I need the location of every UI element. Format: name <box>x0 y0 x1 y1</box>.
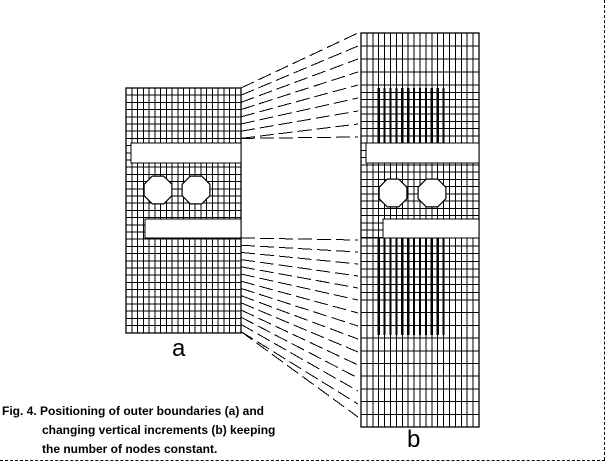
mesh-outer-frame <box>125 87 242 334</box>
connector-line <box>240 331 359 418</box>
mesh-b-label: b <box>407 426 421 453</box>
connector-line <box>240 58 359 103</box>
mesh-slot <box>365 142 480 164</box>
connector-line <box>240 251 359 265</box>
mesh-a-label: a <box>172 335 186 362</box>
connector-line <box>240 273 359 301</box>
mesh-slot <box>382 218 480 239</box>
mesh-hole <box>181 175 211 205</box>
connector-line <box>240 302 359 353</box>
connector-line <box>240 97 359 125</box>
connector-line <box>240 237 359 241</box>
connector-line <box>240 280 359 314</box>
connector-line <box>240 331 359 405</box>
mesh-slot <box>130 142 242 164</box>
connector-line <box>240 244 359 253</box>
connector-line <box>240 32 359 89</box>
connector-line <box>240 259 359 277</box>
page-border-bottom <box>0 460 605 461</box>
connector-line <box>240 295 359 340</box>
connector-line <box>240 45 359 96</box>
mesh-hole <box>417 178 447 208</box>
mesh-a-grid <box>125 87 242 334</box>
mesh-hole <box>378 178 408 208</box>
connector-line <box>240 266 359 289</box>
connector-line <box>240 136 359 139</box>
caption-line-3: the number of nodes constant. <box>42 442 218 456</box>
connector-line <box>240 309 359 366</box>
caption-line-2: changing vertical increments (b) keeping <box>42 423 276 437</box>
figure-caption: Fig. 4. Positioning of outer boundaries … <box>2 402 275 459</box>
mesh-b-grid <box>360 32 480 428</box>
connector-line <box>240 110 359 132</box>
connector-line <box>240 316 359 379</box>
mesh-hole <box>143 175 173 205</box>
page-border-right <box>604 0 605 460</box>
connector-line <box>240 71 359 111</box>
connector-line <box>240 287 359 327</box>
connector-line <box>240 123 359 139</box>
connector-line <box>240 323 359 392</box>
caption-line-1: Fig. 4. Positioning of outer boundaries … <box>2 404 265 418</box>
mesh-slot <box>144 218 242 239</box>
connector-line <box>240 84 359 118</box>
connector-lines <box>240 32 359 418</box>
